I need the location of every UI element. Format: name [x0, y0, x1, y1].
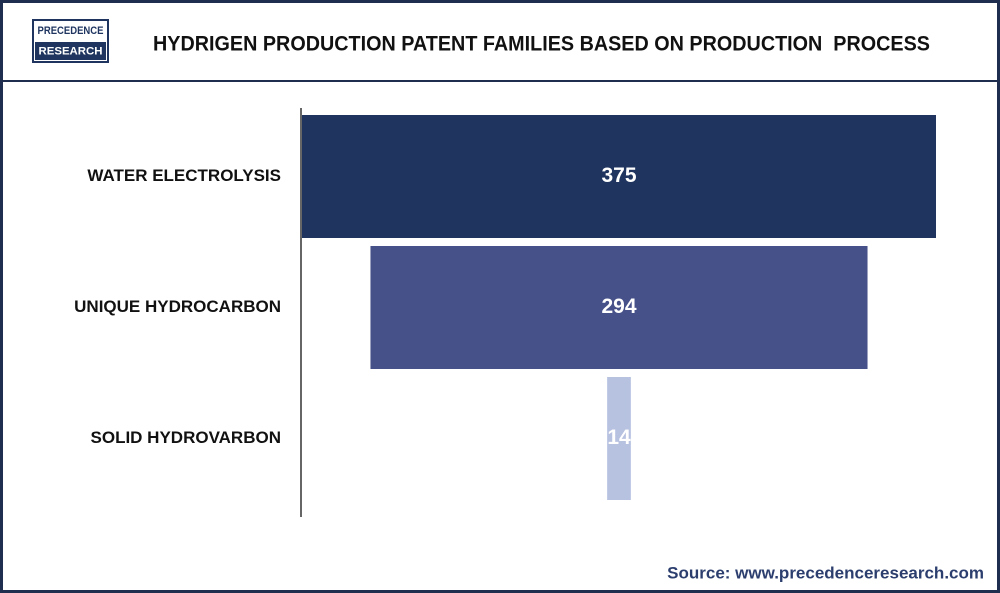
category-label: UNIQUE HYDROCARBON — [74, 297, 281, 316]
logo-text: PRECEDENCE — [38, 25, 104, 37]
chart-title: HYDRIGEN PRODUCTION PATENT FAMILIES BASE… — [153, 33, 930, 56]
value-label: 14 — [607, 426, 631, 449]
value-label: 375 — [601, 164, 636, 187]
category-label: SOLID HYDROVARBON — [91, 428, 281, 447]
logo-text: RESEARCH — [39, 45, 103, 57]
category-label: WATER ELECTROLYSIS — [87, 166, 281, 185]
value-label: 294 — [601, 295, 636, 318]
source-note: Source: www.precedenceresearch.com — [667, 563, 984, 582]
